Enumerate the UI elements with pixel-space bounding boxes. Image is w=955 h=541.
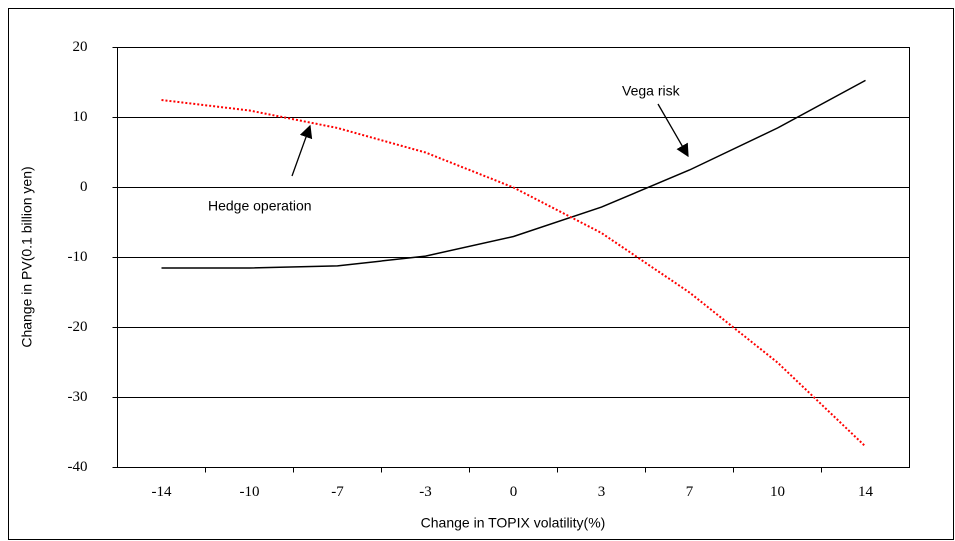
y-tick-label: 10 [73,109,88,125]
x-tick-label: 3 [598,484,606,500]
x-axis-label: Change in TOPIX volatility(%) [421,515,606,531]
y-tick-label: -10 [68,249,88,265]
y-axis-label: Change in PV(0.1 billion yen) [19,166,35,347]
x-tick-label: 7 [686,484,694,500]
y-tick-label: 0 [80,179,88,195]
x-tick-label: -14 [152,484,172,500]
y-tick-label: -30 [68,389,88,405]
annotation: Hedge operation [208,198,312,214]
x-tick-label: 10 [770,484,785,500]
annotation: Vega risk [622,83,681,99]
annotation-arrow [657,103,689,158]
chart-frame [8,8,954,540]
x-tick-label: -7 [331,484,344,500]
series-line [161,79,866,269]
x-tick-label: -3 [419,484,432,500]
series-line [161,99,867,448]
y-tick-label: -40 [68,459,88,475]
y-tick-label: 20 [73,39,88,55]
y-tick-label: -20 [68,319,88,335]
x-tick-label: 0 [510,484,518,500]
x-tick-label: 14 [858,484,874,500]
x-tick-label: -10 [240,484,260,500]
annotation-arrow [291,124,313,177]
